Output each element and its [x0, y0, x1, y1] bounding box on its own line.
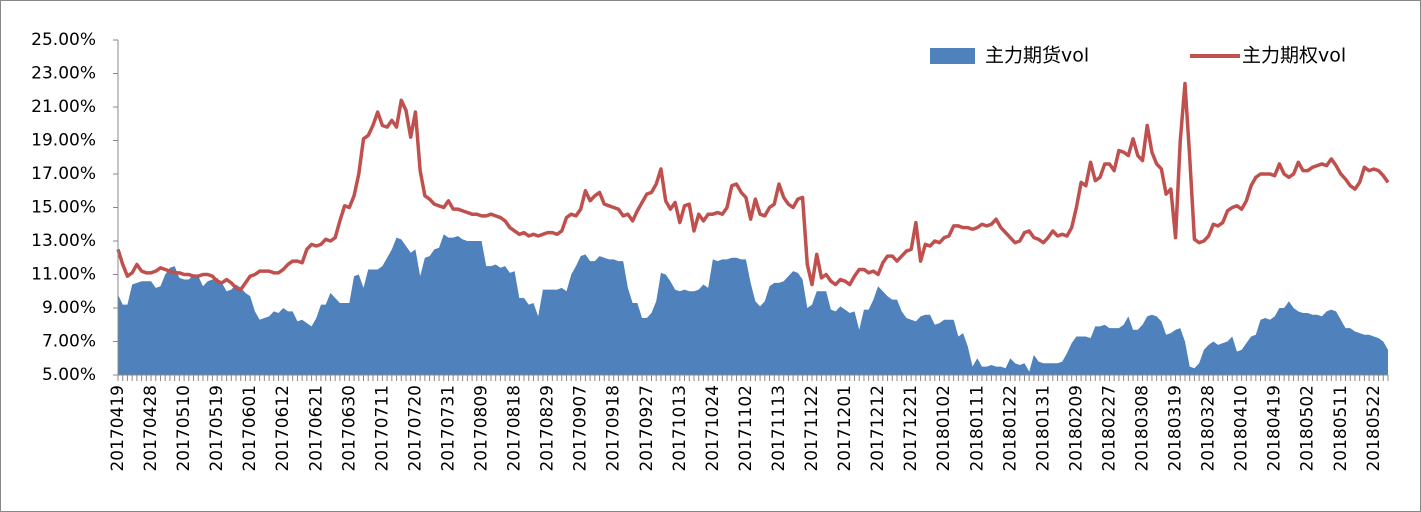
y-tick-label: 23.00%: [31, 64, 96, 84]
x-tick-label: 20180227: [1099, 385, 1119, 472]
x-tick-label: 20180209: [1066, 385, 1086, 472]
x-tick-label: 20170809: [472, 385, 492, 472]
x-tick-label: 20170927: [637, 385, 657, 472]
x-tick-label: 20170818: [505, 385, 525, 472]
y-tick-label: 25.00%: [31, 30, 96, 50]
y-tick-label: 13.00%: [31, 231, 96, 251]
x-tick-label: 20171221: [901, 385, 921, 472]
y-tick-label: 21.00%: [31, 97, 96, 117]
x-tick-label: 20171102: [736, 385, 756, 472]
x-tick-label: 20180131: [1033, 385, 1053, 472]
x-tick-label: 20180419: [1265, 385, 1285, 472]
x-tick-label: 20170711: [372, 385, 392, 472]
x-tick-label: 20170621: [306, 385, 326, 472]
x-tick-label: 20171113: [769, 385, 789, 472]
x-tick-label: 20170731: [438, 385, 458, 472]
x-tick-label: 20171201: [835, 385, 855, 472]
x-tick-label: 20170612: [273, 385, 293, 472]
x-tick-label: 20180111: [967, 385, 987, 472]
x-tick-label: 20170519: [207, 385, 227, 472]
x-tick-label: 20180319: [1166, 385, 1186, 472]
x-tick-label: 20170720: [405, 385, 425, 472]
x-tick-label: 20170428: [141, 385, 161, 472]
x-tick-label: 20170918: [604, 385, 624, 472]
legend-label: 主力期权vol: [1242, 45, 1346, 67]
x-tick-label: 20170419: [108, 385, 128, 472]
legend-label: 主力期货vol: [985, 45, 1089, 67]
y-tick-label: 5.00%: [42, 365, 96, 385]
x-tick-label: 20170829: [538, 385, 558, 472]
x-tick-label: 20171024: [703, 385, 723, 472]
x-tick-label: 20180502: [1298, 385, 1318, 472]
x-tick-label: 20170630: [339, 385, 359, 472]
x-tick-label: 20180328: [1199, 385, 1219, 472]
y-tick-label: 15.00%: [31, 198, 96, 218]
line: [116, 81, 1390, 292]
area: [118, 234, 1388, 375]
x-tick-label: 20171013: [670, 385, 690, 472]
x-tick-label: 20170601: [240, 385, 260, 472]
x-tick-label: 20180122: [1000, 385, 1020, 472]
x-tick-label: 20180410: [1232, 385, 1252, 472]
y-tick-label: 7.00%: [42, 332, 96, 352]
y-tick-label: 11.00%: [31, 265, 96, 285]
x-tick-label: 20171212: [868, 385, 888, 472]
y-tick-label: 19.00%: [31, 131, 96, 151]
x-tick-label: 20170907: [571, 385, 591, 472]
legend-swatch: [930, 48, 975, 64]
x-tick-label: 20180511: [1331, 385, 1351, 472]
y-tick-label: 17.00%: [31, 164, 96, 184]
x-tick-label: 20180308: [1132, 385, 1152, 472]
y-tick-label: 9.00%: [42, 298, 96, 318]
x-tick-label: 20180102: [934, 385, 954, 472]
x-tick-label: 20171122: [802, 385, 822, 472]
x-tick-label: 20180522: [1364, 385, 1384, 472]
x-tick-label: 20170510: [174, 385, 194, 472]
